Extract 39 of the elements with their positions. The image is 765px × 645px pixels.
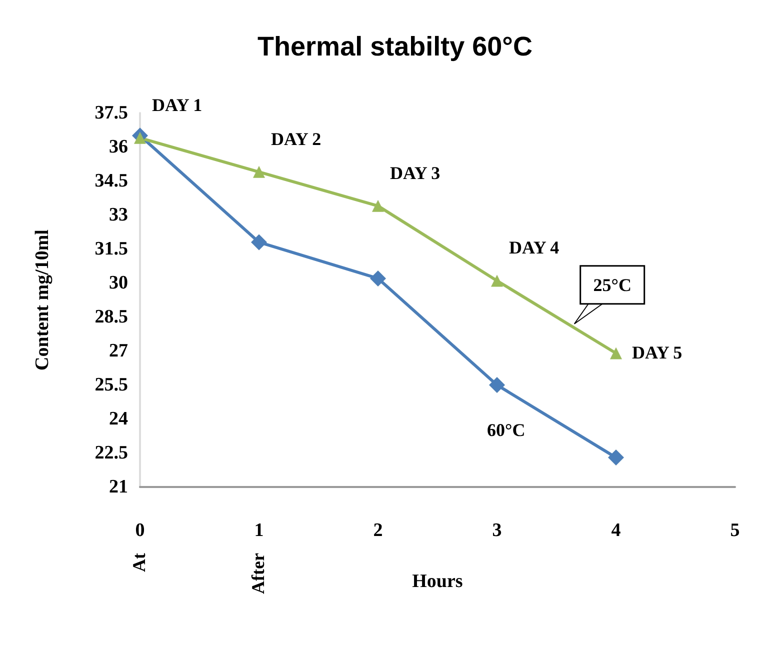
x-tick-label: 5 bbox=[730, 520, 740, 541]
y-tick-label: 25.5 bbox=[94, 374, 128, 396]
chart-title: Thermal stabilty 60°C bbox=[258, 32, 532, 62]
text: At bbox=[129, 553, 149, 572]
text: 25°C bbox=[593, 274, 632, 295]
x-tick-label: 4 bbox=[611, 520, 622, 541]
y-tick-label: 31.5 bbox=[94, 238, 128, 260]
x-tick-label: 1 bbox=[254, 520, 264, 541]
y-tick-label: 28.5 bbox=[94, 306, 128, 328]
annotation: DAY 1 bbox=[152, 94, 202, 115]
point bbox=[134, 132, 146, 144]
y-tick-label: 21 bbox=[109, 476, 128, 498]
y-tick-label: 30 bbox=[109, 272, 128, 294]
y-tick-label: 37.5 bbox=[94, 102, 128, 124]
x-tick-label: 0 bbox=[135, 520, 145, 541]
y-tick-label: 24 bbox=[109, 408, 128, 430]
x-axis-title: Hours bbox=[412, 571, 463, 592]
series-label: 60°C bbox=[487, 420, 526, 440]
text: After bbox=[248, 552, 268, 594]
y-tick-label: 27 bbox=[109, 340, 128, 362]
annotation: DAY 5 bbox=[632, 342, 682, 362]
x-tick-label: 2 bbox=[373, 520, 383, 541]
point bbox=[372, 200, 384, 212]
point bbox=[253, 166, 265, 178]
point bbox=[608, 450, 624, 466]
annotation: DAY 2 bbox=[271, 128, 322, 149]
point bbox=[251, 234, 267, 250]
y-tick-label: 36 bbox=[109, 136, 128, 158]
point bbox=[610, 347, 622, 360]
point bbox=[489, 377, 505, 393]
y-axis-title: Content mg/10ml bbox=[32, 230, 53, 370]
y-tick-label: 22.5 bbox=[94, 442, 128, 464]
point bbox=[370, 270, 386, 286]
y-tick-label: 33 bbox=[109, 204, 128, 226]
y-tick-label: 34.5 bbox=[94, 170, 128, 192]
x-tick-label: 3 bbox=[492, 520, 502, 541]
point bbox=[491, 274, 503, 287]
annotation: DAY 4 bbox=[509, 238, 560, 258]
annotation: DAY 3 bbox=[390, 162, 440, 183]
